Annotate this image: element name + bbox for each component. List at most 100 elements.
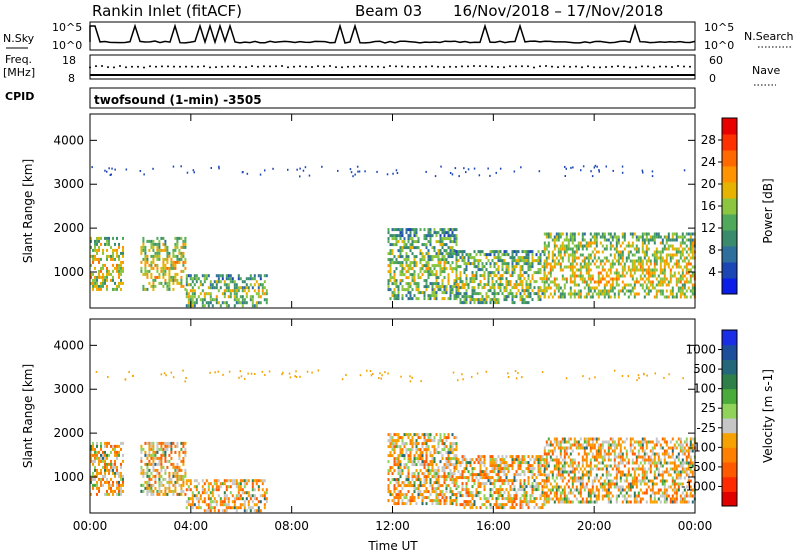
echo-pixel bbox=[537, 262, 540, 266]
echo-pixel bbox=[433, 445, 436, 449]
echo-pixel bbox=[429, 255, 432, 259]
echo-pixel bbox=[637, 455, 640, 459]
echo-pixel bbox=[463, 506, 466, 510]
echo-pixel bbox=[565, 247, 568, 251]
echo-pixel bbox=[419, 490, 422, 494]
echo-pixel bbox=[603, 440, 606, 444]
echo-pixel bbox=[152, 474, 155, 478]
nave-point bbox=[467, 65, 469, 68]
echo-pixel bbox=[431, 439, 434, 443]
echo-pixel bbox=[94, 239, 96, 243]
echo-pixel bbox=[421, 454, 424, 458]
echo-pixel bbox=[681, 289, 684, 293]
echo-pixel bbox=[479, 473, 482, 477]
echo-pixel bbox=[563, 467, 566, 471]
echo-pixel bbox=[473, 298, 476, 302]
echo-pixel bbox=[405, 463, 408, 467]
echo-pixel bbox=[180, 254, 183, 258]
echo-pixel bbox=[205, 491, 208, 495]
echo-pixel bbox=[122, 477, 124, 481]
echo-pixel bbox=[221, 509, 224, 513]
echo-pixel bbox=[395, 297, 398, 301]
echo-pixel bbox=[195, 497, 198, 501]
echo-pixel bbox=[535, 458, 538, 462]
echo-pixel bbox=[162, 242, 165, 246]
echo-pixel bbox=[529, 262, 532, 266]
echo-pixel bbox=[557, 440, 560, 444]
nave-label: Nave bbox=[752, 64, 780, 77]
echo-pixel bbox=[625, 259, 628, 263]
echo-pixel bbox=[631, 443, 634, 447]
echo-pixel bbox=[205, 479, 208, 483]
echo-pixel bbox=[401, 436, 404, 440]
echo-pixel bbox=[243, 479, 246, 483]
echo-pixel bbox=[447, 228, 450, 232]
echo-pixel bbox=[397, 478, 400, 482]
echo-pixel bbox=[657, 440, 660, 444]
echo-pixel bbox=[511, 265, 514, 269]
echo-pixel bbox=[587, 274, 590, 278]
echo-pixel bbox=[617, 271, 620, 275]
echo-pixel bbox=[449, 288, 452, 292]
echo-pixel bbox=[621, 473, 624, 477]
echo-pixel bbox=[261, 479, 264, 483]
echo-pixel bbox=[257, 479, 260, 483]
echo-pixel bbox=[553, 235, 556, 239]
echo-pixel bbox=[581, 443, 584, 447]
echo-pixel bbox=[571, 485, 574, 489]
echo-pixel bbox=[649, 235, 652, 239]
echo-pixel bbox=[639, 443, 642, 447]
echo-pixel bbox=[615, 283, 618, 287]
echo-pixel bbox=[140, 447, 143, 451]
echo-pixel bbox=[617, 274, 620, 278]
echo-pixel bbox=[633, 259, 636, 263]
echo-pixel bbox=[659, 271, 662, 275]
nave-point bbox=[377, 65, 379, 68]
echo-pixel bbox=[237, 298, 240, 302]
echo-pixel bbox=[417, 276, 420, 280]
echo-pixel bbox=[235, 497, 238, 501]
echo-pixel bbox=[170, 462, 173, 466]
echo-pixel bbox=[455, 467, 458, 471]
echo-pixel bbox=[559, 491, 562, 495]
echo-pixel bbox=[477, 262, 480, 266]
echo-pixel bbox=[603, 262, 606, 266]
echo-pixel bbox=[483, 301, 486, 305]
echo-pixel bbox=[148, 248, 151, 252]
echo-pixel bbox=[393, 469, 396, 473]
echo-pixel bbox=[683, 274, 686, 278]
echo-pixel bbox=[443, 481, 446, 485]
echo-pixel bbox=[531, 485, 534, 489]
echo-pixel bbox=[477, 485, 480, 489]
echo-pixel bbox=[617, 461, 620, 465]
echo-pixel bbox=[612, 169, 614, 172]
echo-pixel bbox=[515, 295, 518, 299]
echo-pixel bbox=[571, 235, 574, 239]
echo-pixel bbox=[669, 292, 672, 296]
echo-pixel bbox=[164, 266, 167, 270]
echo-pixel bbox=[465, 494, 468, 498]
echo-pixel bbox=[263, 298, 266, 302]
echo-pixel bbox=[356, 165, 359, 168]
echo-pixel bbox=[251, 485, 254, 489]
echo-pixel bbox=[197, 506, 200, 510]
echo-pixel bbox=[515, 286, 518, 290]
echo-pixel bbox=[661, 250, 664, 254]
echo-pixel bbox=[205, 277, 208, 281]
echo-pixel bbox=[587, 271, 590, 275]
echo-pixel bbox=[166, 284, 169, 288]
echo-pixel bbox=[617, 235, 620, 239]
echo-pixel bbox=[641, 497, 644, 501]
echo-pixel bbox=[619, 262, 622, 266]
echo-pixel bbox=[591, 440, 594, 444]
echo-pixel bbox=[174, 480, 177, 484]
echo-pixel bbox=[547, 500, 550, 504]
echo-pixel bbox=[653, 494, 656, 498]
echo-pixel bbox=[567, 440, 570, 444]
echo-pixel bbox=[140, 483, 143, 487]
nave-point bbox=[161, 65, 163, 68]
echo-pixel bbox=[437, 231, 440, 235]
echo-pixel bbox=[505, 298, 508, 302]
echo-pixel bbox=[417, 496, 420, 500]
echo-pixel bbox=[429, 451, 432, 455]
